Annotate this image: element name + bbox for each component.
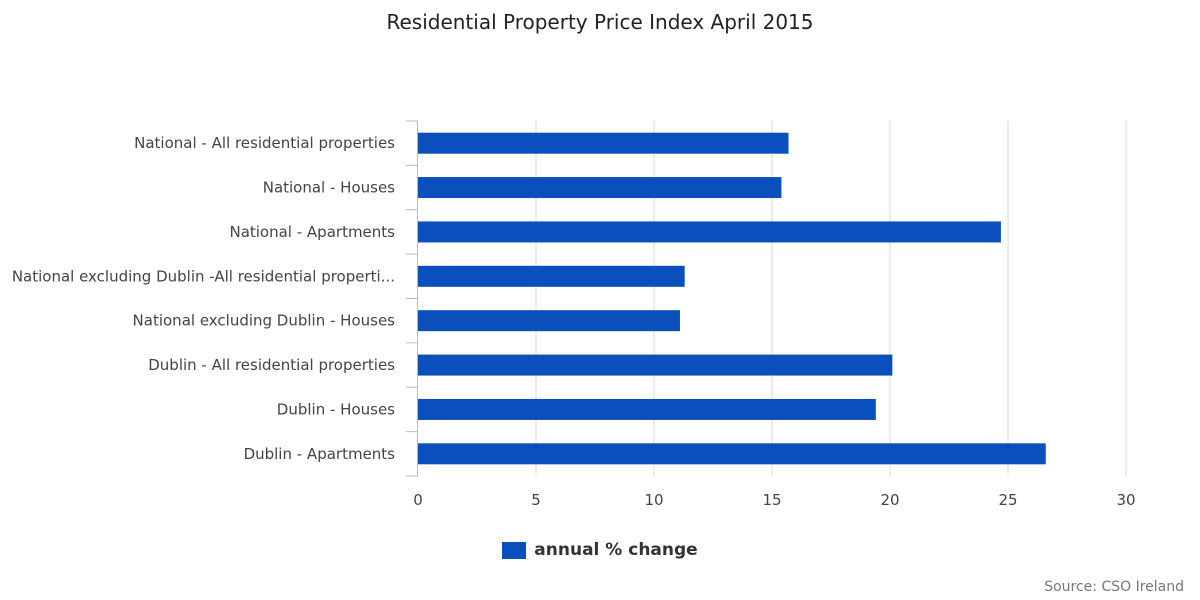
bar[interactable] xyxy=(418,443,1046,465)
bar[interactable] xyxy=(418,354,893,376)
y-category-label: Dublin - Houses xyxy=(277,400,395,418)
bar[interactable] xyxy=(418,265,685,287)
x-tick-label: 20 xyxy=(880,491,899,509)
x-tick-label: 0 xyxy=(413,491,423,509)
y-category-label: National excluding Dublin -All residenti… xyxy=(12,267,395,285)
bar[interactable] xyxy=(418,221,1001,243)
legend-swatch xyxy=(502,541,527,559)
x-tick-label: 30 xyxy=(1116,491,1135,509)
source-credit: Source: CSO Ireland xyxy=(1044,579,1184,595)
legend-label: annual % change xyxy=(534,540,698,560)
legend[interactable]: annual % change xyxy=(0,540,1200,560)
bar[interactable] xyxy=(418,132,789,154)
y-category-label: Dublin - Apartments xyxy=(244,445,396,463)
y-category-label: National excluding Dublin - Houses xyxy=(133,312,396,330)
y-category-label: National - Houses xyxy=(263,179,395,197)
bar[interactable] xyxy=(418,177,782,199)
x-tick-label: 5 xyxy=(531,491,541,509)
x-tick-label: 10 xyxy=(644,491,663,509)
y-category-label: National - Apartments xyxy=(229,223,395,241)
x-tick-label: 25 xyxy=(998,491,1017,509)
x-tick-label: 15 xyxy=(762,491,781,509)
chart-title: Residential Property Price Index April 2… xyxy=(386,10,814,34)
bar[interactable] xyxy=(418,398,876,420)
y-category-label: National - All residential properties xyxy=(134,134,395,152)
bar[interactable] xyxy=(418,310,680,332)
y-category-label: Dublin - All residential properties xyxy=(148,356,395,374)
